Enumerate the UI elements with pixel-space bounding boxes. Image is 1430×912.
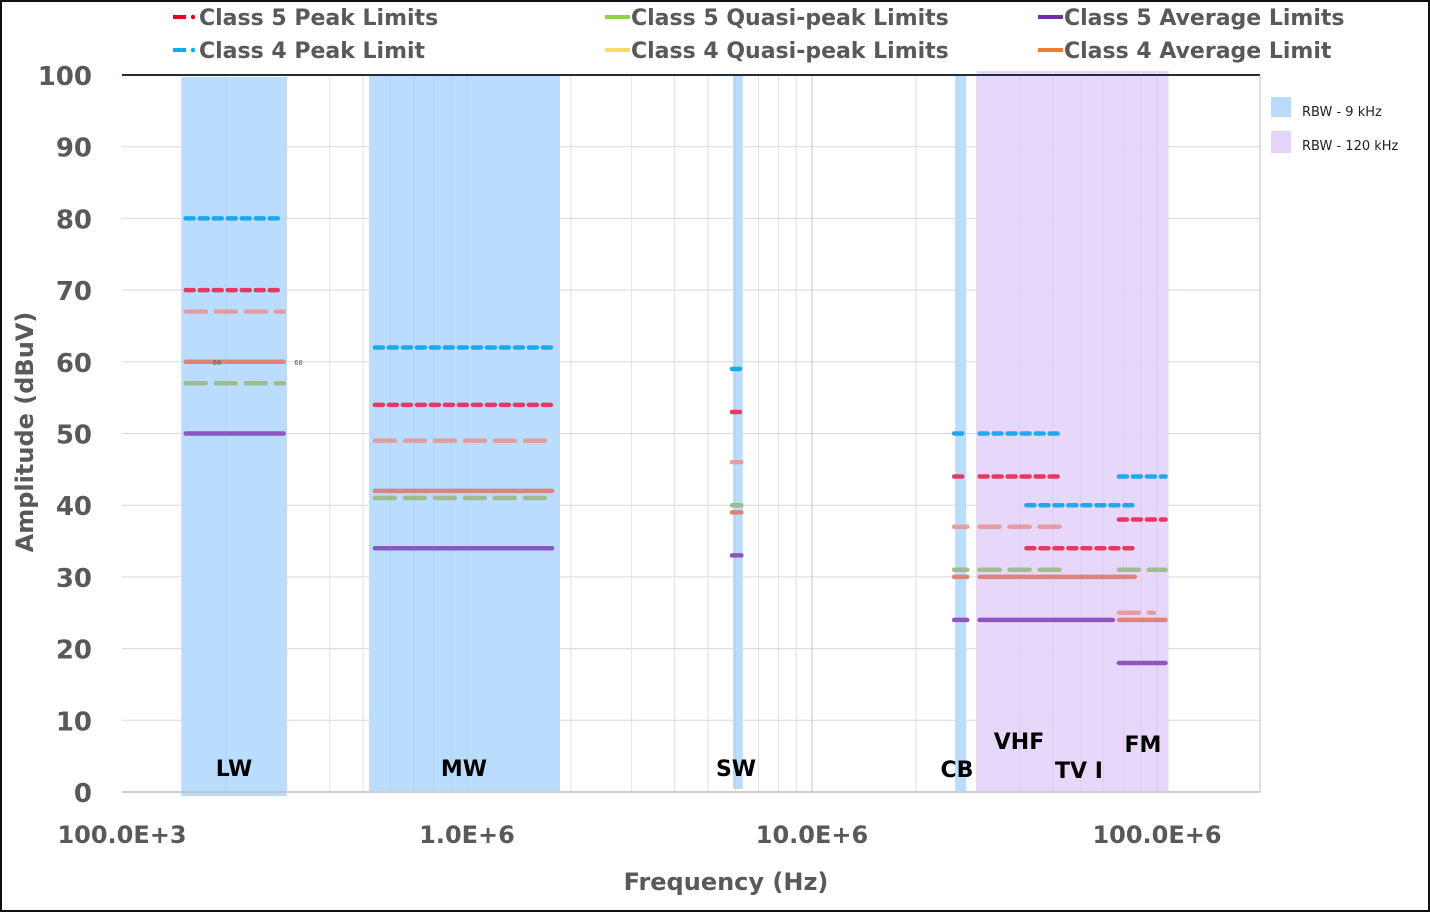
rbw-region-9khz [732,75,743,789]
legend-label: Class 5 Average Limits [1064,6,1345,31]
rbw-legend: RBW - 9 kHz RBW - 120 kHz [1271,97,1399,154]
x-tick-label: 10.0E+6 [756,821,868,849]
series-class-4-quasi-peak-limits [183,309,1157,615]
y-tick-label: 40 [56,492,92,522]
band-label-cb: CB [941,758,974,783]
series-class-5-average-limits [183,431,1168,666]
y-tick-label: 90 [56,134,92,164]
band-label-tv-i: TV I [1055,759,1103,784]
y-tick-label: 50 [56,421,92,451]
band-label-mw: MW [441,757,487,782]
legend-swatch-dot [190,14,196,20]
rbw-region-120khz [976,71,1169,791]
legend-label: Class 4 Quasi-peak Limits [631,39,949,64]
rbw-region-9khz [369,75,560,791]
series-class-5-peak-limits [183,287,1168,551]
legend-item: Class 4 Average Limit [1038,39,1332,64]
y-tick-label: 30 [56,564,92,594]
y-tick-label: 60 [56,349,92,379]
rbw-legend-swatch [1271,97,1291,117]
rbw-region-9khz [181,77,287,796]
x-tick-label: 100.0E+3 [57,821,186,849]
x-tick-label: 1.0E+6 [419,821,515,849]
y-tick-label: 70 [56,277,92,307]
legend-item: Class 4 Peak Limit [173,39,426,64]
band-labels: 60 60 LW MW SW CB VHF TV I FM [213,359,1162,784]
x-tick-label: 100.0E+6 [1092,821,1221,849]
legend-item: Class 5 Quasi-peak Limits [605,6,949,31]
legend-label: Class 5 Quasi-peak Limits [631,6,949,31]
legend-item: Class 5 Average Limits [1038,6,1345,31]
rbw-legend-item: RBW - 9 kHz [1271,97,1382,120]
band-label-sw: SW [716,757,756,782]
y-tick-label: 20 [56,636,92,666]
y-axis-title: Amplitude (dBuV) [11,312,39,553]
band-label-vhf: VHF [994,730,1044,755]
y-tick-label: 10 [56,707,92,737]
legend-label: Class 5 Peak Limits [199,6,438,31]
legend-label: Class 4 Peak Limit [199,39,426,64]
axes: 0 10 20 30 40 50 60 70 80 90 100 100.0E+3 1.0E+6 10.0… [38,62,1261,849]
legend-item: Class 4 Quasi-peak Limits [605,39,949,64]
series-class-5-quasi-peak-limits [183,381,1168,572]
limit-series [183,216,1168,666]
rbw-legend-swatch [1271,131,1291,153]
legend-item: Class 5 Peak Limits [173,6,438,31]
series-class-4-peak-limit [183,216,1168,508]
rbw-legend-item: RBW - 120 kHz [1271,131,1399,154]
legend-swatch-dot [190,47,196,53]
rbw-legend-label: RBW - 9 kHz [1302,105,1382,120]
legend-label: Class 4 Average Limit [1064,39,1332,64]
series-class-4-average-limit [183,359,1168,623]
y-tick-label: 0 [74,779,92,809]
x-axis-title: Frequency (Hz) [624,868,829,896]
data-label: 60 [213,359,221,367]
band-label-lw: LW [216,757,253,782]
y-tick-label: 100 [38,62,92,92]
band-label-fm: FM [1125,733,1162,758]
data-label: 60 [294,359,302,367]
y-tick-label: 80 [56,205,92,235]
rbw-legend-label: RBW - 120 kHz [1302,139,1399,154]
legend: Class 5 Peak Limits Class 5 Quasi-peak Li… [173,6,1345,64]
